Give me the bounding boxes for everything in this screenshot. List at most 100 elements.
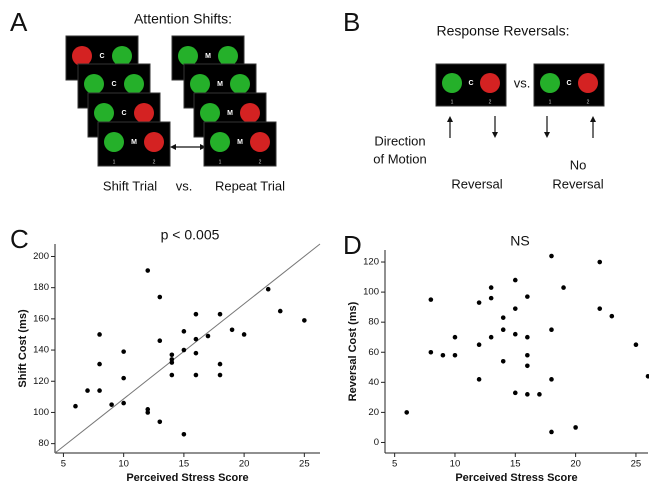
double-arrow xyxy=(170,144,206,150)
data-point xyxy=(597,306,602,311)
vs-label: vs. xyxy=(176,178,193,193)
y-tick-label: 100 xyxy=(33,407,49,418)
y-tick-label: 60 xyxy=(368,347,379,358)
y-tick-label: 80 xyxy=(38,438,49,449)
data-point xyxy=(266,287,271,292)
x-tick-label: 20 xyxy=(570,459,581,470)
data-point xyxy=(194,373,199,378)
stimulus-circle xyxy=(112,46,132,66)
shift-label: Shift Trial xyxy=(103,178,157,193)
y-tick-label: 140 xyxy=(33,345,49,356)
data-point xyxy=(157,295,162,300)
data-point xyxy=(610,314,615,319)
position-label: 2 xyxy=(259,159,262,165)
y-tick-label: 120 xyxy=(363,257,379,268)
data-point xyxy=(194,337,199,342)
data-point xyxy=(573,425,578,430)
x-tick-label: 25 xyxy=(299,459,310,470)
data-point xyxy=(242,332,247,337)
data-point xyxy=(170,373,175,378)
box-letter: M xyxy=(227,110,233,117)
data-point xyxy=(477,342,482,347)
data-point xyxy=(513,278,518,283)
data-point xyxy=(501,327,506,332)
data-point xyxy=(302,318,307,323)
data-point xyxy=(218,373,223,378)
stimulus-circle xyxy=(104,132,124,152)
direction-label: Direction xyxy=(374,133,425,148)
box-letter: C xyxy=(468,80,473,87)
position-label: 1 xyxy=(113,159,116,165)
reversal-label: Reversal xyxy=(451,176,502,191)
data-point xyxy=(453,335,458,340)
chart-title: p < 0.005 xyxy=(161,227,220,243)
y-tick-label: 160 xyxy=(33,313,49,324)
y-tick-label: 20 xyxy=(368,407,379,418)
data-point xyxy=(218,312,223,317)
stimulus-circle xyxy=(250,132,270,152)
box-letter: M xyxy=(237,139,243,146)
data-point xyxy=(404,410,409,415)
data-point xyxy=(597,260,602,265)
data-point xyxy=(230,327,235,332)
data-point xyxy=(97,388,102,393)
data-point xyxy=(97,362,102,367)
x-tick-label: 20 xyxy=(239,459,250,470)
stimulus-circle xyxy=(540,73,560,93)
data-point xyxy=(182,432,187,437)
panel-title: Response Reversals: xyxy=(436,23,569,39)
position-label: 2 xyxy=(489,99,492,105)
data-point xyxy=(182,329,187,334)
x-tick-label: 5 xyxy=(61,459,66,470)
position-label: 1 xyxy=(451,99,454,105)
y-tick-label: 120 xyxy=(33,376,49,387)
stimulus-circle xyxy=(230,74,250,94)
panel-label: C xyxy=(10,224,29,254)
stimulus-circle xyxy=(124,74,144,94)
data-point xyxy=(537,392,542,397)
data-point xyxy=(549,377,554,382)
data-point xyxy=(145,268,150,273)
data-point xyxy=(429,350,434,355)
box-letter: C xyxy=(99,53,104,60)
data-point xyxy=(477,377,482,382)
data-point xyxy=(513,391,518,396)
figure: A Attention Shifts: Shift Trial vs. Repe… xyxy=(0,0,649,487)
data-point xyxy=(73,404,78,409)
y-tick-label: 0 xyxy=(374,437,379,448)
x-tick-label: 10 xyxy=(118,459,129,470)
no-reversal-label: No xyxy=(570,157,587,172)
data-point xyxy=(206,334,211,339)
stimulus-circle xyxy=(578,73,598,93)
stimulus-circle xyxy=(134,103,154,123)
data-point xyxy=(218,362,223,367)
stimulus-circle xyxy=(72,46,92,66)
stimulus-circle xyxy=(480,73,500,93)
data-point xyxy=(489,285,494,290)
box-letter: C xyxy=(566,80,571,87)
box-letter: M xyxy=(131,139,137,146)
data-point xyxy=(97,332,102,337)
box-letter: M xyxy=(217,81,223,88)
data-point xyxy=(561,285,566,290)
data-point xyxy=(501,359,506,364)
data-point xyxy=(513,306,518,311)
data-point xyxy=(489,335,494,340)
data-point xyxy=(145,410,150,415)
data-point xyxy=(634,342,639,347)
data-point xyxy=(441,353,446,358)
position-label: 1 xyxy=(549,99,552,105)
x-axis-label: Perceived Stress Score xyxy=(455,472,577,484)
stimulus-circle xyxy=(240,103,260,123)
y-tick-label: 80 xyxy=(368,317,379,328)
data-point xyxy=(278,309,283,314)
data-point xyxy=(429,297,434,302)
vs-label: vs. xyxy=(514,75,531,90)
position-label: 1 xyxy=(219,159,222,165)
stimulus-circle xyxy=(218,46,238,66)
box-letter: M xyxy=(205,53,211,60)
y-axis-label: Shift Cost (ms) xyxy=(17,309,29,388)
data-point xyxy=(549,327,554,332)
no-reversal-label: Reversal xyxy=(552,176,603,191)
data-point xyxy=(121,401,126,406)
